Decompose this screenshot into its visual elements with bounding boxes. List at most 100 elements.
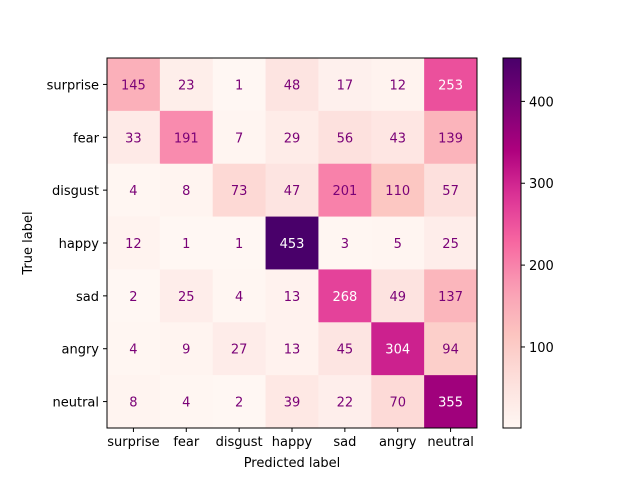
colorbar-tick-label: 200: [529, 259, 554, 274]
heatmap-cell: [265, 216, 319, 270]
cell-value-label: 33: [125, 131, 142, 146]
heatmap-cell: [424, 216, 478, 270]
heatmap-cell: [159, 163, 214, 218]
cell-value-label: 7: [235, 131, 243, 146]
cell-value-label: 49: [389, 290, 406, 305]
heatmap-cell: [159, 110, 214, 165]
y-tick-label: angry: [62, 343, 100, 358]
heatmap-cell: [159, 58, 214, 112]
heatmap-cell: [107, 163, 161, 218]
y-tick-label: disgust: [52, 184, 99, 199]
heatmap-cell: [318, 269, 372, 323]
y-axis-ticks: surprise fear disgust happy sad angry neutral: [47, 78, 107, 411]
cell-value-label: 70: [389, 396, 406, 411]
heatmap-cell: [424, 163, 478, 218]
cell-value-label: 9: [182, 343, 190, 358]
cell-value-label: 1: [235, 78, 243, 93]
cell-value-label: 47: [284, 184, 301, 199]
cell-value-label: 355: [438, 396, 463, 411]
cell-value-label: 1: [182, 237, 190, 252]
heatmap-cell: [318, 216, 372, 270]
heatmap-cell: [159, 269, 214, 323]
heatmap-cell: [107, 110, 161, 165]
heatmap-cell: [424, 375, 478, 429]
heatmap-cell: [107, 58, 161, 112]
heatmap-cell: [212, 375, 267, 429]
cell-value-label: 22: [337, 396, 354, 411]
y-axis-label: True label: [21, 211, 36, 275]
heatmap-cell: [371, 110, 425, 165]
cell-value-label: 139: [438, 131, 463, 146]
colorbar-tick-label: 300: [529, 177, 554, 192]
cell-value-label: 17: [337, 78, 354, 93]
cell-value-label: 8: [129, 396, 137, 411]
colorbar-tick-label: 100: [529, 341, 554, 356]
cell-value-label: 12: [389, 78, 406, 93]
cell-value-label: 45: [337, 343, 354, 358]
colorbar-ticks: 100 200 300 400: [521, 95, 554, 356]
cell-value-label: 4: [182, 396, 190, 411]
y-tick-label: happy: [59, 237, 100, 252]
cell-value-label: 268: [332, 290, 357, 305]
cell-value-label: 4: [235, 290, 243, 305]
cell-value-label: 25: [442, 237, 459, 252]
heatmap-cell: [424, 58, 478, 112]
heatmap-cell: [424, 322, 478, 376]
heatmap-cell: [318, 322, 372, 376]
cell-value-label: 4: [129, 184, 137, 199]
x-axis-ticks: surprise fear disgust happy sad angry neutral: [107, 428, 474, 450]
heatmap-cell: [371, 269, 425, 323]
heatmap-cell: [212, 216, 267, 270]
cell-value-label: 94: [442, 343, 459, 358]
cell-value-label: 39: [284, 396, 301, 411]
cell-value-label: 48: [284, 78, 301, 93]
heatmap-cell: [318, 110, 372, 165]
y-tick-label: sad: [76, 290, 99, 305]
heatmap-cell: [107, 216, 161, 270]
cell-value-label: 4: [129, 343, 137, 358]
heatmap-cell: [318, 375, 372, 429]
cell-value-label: 13: [284, 290, 301, 305]
cell-value-label: 304: [385, 343, 410, 358]
x-tick-label: happy: [272, 435, 313, 450]
cell-value-label: 13: [284, 343, 301, 358]
cell-value-label: 2: [235, 396, 243, 411]
y-tick-label: surprise: [47, 78, 99, 93]
colorbar-tick-label: 400: [529, 95, 554, 110]
x-tick-label: disgust: [216, 435, 263, 450]
cell-value-label: 29: [284, 131, 301, 146]
heatmap-cell: [265, 375, 319, 429]
cell-value-label: 5: [394, 237, 402, 252]
cell-value-label: 137: [438, 290, 463, 305]
cell-value-label: 57: [442, 184, 459, 199]
heatmap-cell: [265, 58, 319, 112]
heatmap-cell: [159, 322, 214, 376]
y-tick-label: fear: [73, 131, 100, 146]
heatmap-cell: [212, 163, 267, 218]
colorbar-frame: [502, 57, 522, 429]
cell-value-label: 25: [178, 290, 195, 305]
cell-value-label: 43: [389, 131, 406, 146]
heatmap-cell: [318, 58, 372, 112]
cell-value-label: 56: [337, 131, 354, 146]
heatmap-cell: [371, 216, 425, 270]
heatmap-cell: [265, 110, 319, 165]
heatmap-cell: [107, 375, 161, 429]
heatmap-cell: [159, 375, 214, 429]
heatmap-cell: [318, 163, 372, 218]
heatmap-cells: [107, 58, 478, 429]
x-axis-label: Predicted label: [244, 456, 341, 471]
x-tick-label: angry: [379, 435, 417, 450]
heatmap-cell: [107, 322, 161, 376]
heatmap-cell: [424, 110, 478, 165]
heatmap-cell: [371, 163, 425, 218]
heatmap-cell: [212, 322, 267, 376]
cell-value-label: 23: [178, 78, 195, 93]
y-tick-label: neutral: [53, 396, 100, 411]
x-tick-label: fear: [173, 435, 200, 450]
x-tick-label: surprise: [107, 435, 159, 450]
colorbar: [503, 58, 521, 428]
cell-value-label: 1: [235, 237, 243, 252]
cell-value-label: 3: [341, 237, 349, 252]
